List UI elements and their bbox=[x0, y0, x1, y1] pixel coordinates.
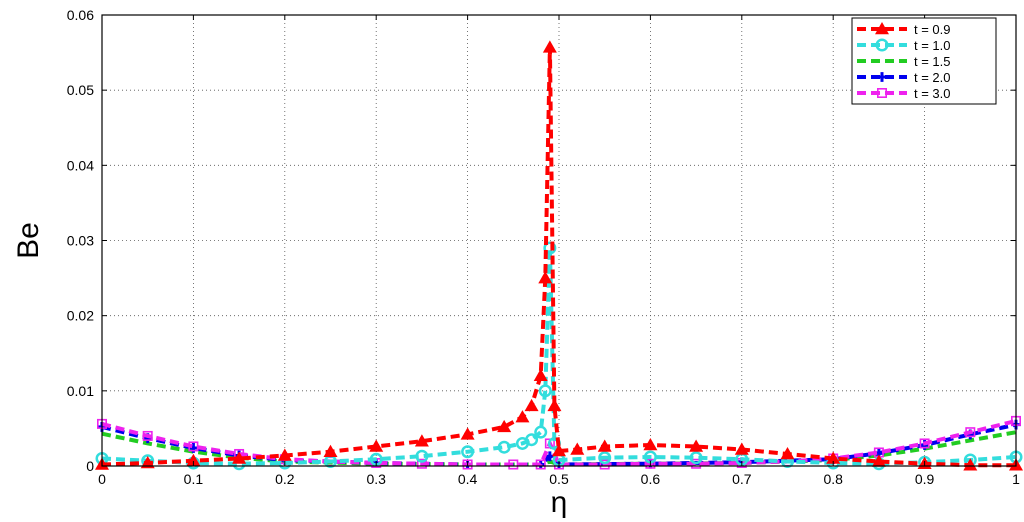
triangle-marker bbox=[552, 443, 566, 457]
triangle-marker bbox=[963, 458, 978, 471]
circle-marker bbox=[461, 445, 475, 459]
y-tick-label: 0.01 bbox=[67, 383, 94, 399]
x-tick-label: 0.8 bbox=[823, 471, 843, 487]
plus-marker bbox=[544, 451, 555, 462]
series-line bbox=[101, 430, 1017, 467]
triangle-marker bbox=[597, 439, 612, 452]
y-tick-label: 0.05 bbox=[67, 82, 94, 98]
series-line bbox=[101, 47, 1016, 468]
x-tick-label: 0.4 bbox=[458, 471, 478, 487]
grid-lines bbox=[102, 15, 1016, 466]
triangle-marker bbox=[547, 398, 562, 412]
legend-label: t = 1.5 bbox=[914, 54, 951, 69]
x-tick-label: 0 bbox=[98, 471, 106, 487]
triangle-marker bbox=[140, 455, 155, 469]
circle-marker bbox=[415, 449, 429, 463]
triangle-marker bbox=[538, 271, 553, 284]
x-tick-label: 0.7 bbox=[732, 471, 752, 487]
x-tick-label: 1 bbox=[1012, 471, 1020, 487]
x-tick-label: 0.5 bbox=[549, 471, 569, 487]
square-marker bbox=[535, 459, 546, 470]
square-marker bbox=[599, 459, 610, 470]
square-marker bbox=[416, 458, 427, 469]
square-marker bbox=[876, 88, 887, 99]
plus-marker bbox=[877, 72, 887, 82]
square-marker bbox=[691, 458, 702, 469]
legend-entry: t = 0.9 bbox=[857, 22, 951, 37]
legend-label: t = 2.0 bbox=[914, 70, 951, 85]
y-tick-label: 0.03 bbox=[67, 233, 94, 249]
x-tick-label: 0.1 bbox=[184, 471, 204, 487]
axis-ticks: 0 0.1 0.2 0.3 0.4 0.5 0.6 0.7 0.8 0.9 1 0 0.01 0.02 0.… bbox=[67, 7, 1020, 487]
legend: t = 0.9t = 1.0t = 1.5t = 2.0t = 3.0 bbox=[851, 17, 997, 105]
triangle-marker bbox=[689, 439, 704, 452]
triangle-marker bbox=[875, 22, 889, 35]
legend-entry: t = 1.5 bbox=[857, 54, 951, 69]
triangle-marker bbox=[734, 442, 749, 455]
triangle-marker bbox=[826, 451, 841, 464]
triangle-marker bbox=[542, 40, 557, 53]
triangle-marker bbox=[524, 398, 539, 412]
y-axis-label: Be bbox=[12, 222, 45, 259]
square-marker bbox=[965, 427, 976, 438]
legend-label: t = 3.0 bbox=[914, 86, 951, 101]
square-marker bbox=[188, 441, 199, 452]
legend-label: t = 1.0 bbox=[914, 38, 951, 53]
legend-entry: t = 3.0 bbox=[857, 86, 951, 101]
triangle-marker bbox=[369, 439, 384, 452]
triangle-marker bbox=[186, 453, 201, 466]
circle-marker bbox=[875, 38, 889, 52]
triangle-marker bbox=[232, 451, 247, 464]
triangle-marker bbox=[570, 442, 585, 455]
series-line bbox=[101, 247, 1017, 466]
x-tick-label: 0.6 bbox=[641, 471, 661, 487]
y-tick-label: 0 bbox=[86, 458, 94, 474]
square-marker bbox=[462, 459, 473, 470]
triangle-marker bbox=[515, 410, 530, 423]
square-marker bbox=[508, 459, 519, 470]
triangle-marker bbox=[323, 444, 338, 457]
x-axis-label: η bbox=[551, 486, 568, 519]
circle-marker bbox=[525, 433, 539, 447]
circle-marker bbox=[497, 440, 511, 454]
triangle-marker bbox=[277, 448, 292, 461]
square-marker bbox=[142, 430, 153, 441]
x-tick-label: 0.3 bbox=[366, 471, 386, 487]
circle-marker bbox=[689, 451, 703, 465]
circle-marker bbox=[598, 451, 612, 465]
y-tick-label: 0.02 bbox=[67, 308, 94, 324]
triangle-marker bbox=[460, 427, 475, 440]
triangle-marker bbox=[643, 437, 658, 451]
triangle-marker bbox=[780, 446, 795, 460]
square-marker bbox=[645, 458, 656, 469]
circle-marker bbox=[543, 241, 557, 255]
square-marker bbox=[919, 438, 930, 449]
triangle-marker bbox=[497, 419, 512, 433]
y-tick-label: 0.06 bbox=[67, 7, 94, 23]
legend-entry: t = 1.0 bbox=[857, 38, 951, 53]
circle-marker bbox=[538, 384, 552, 398]
circle-marker bbox=[534, 425, 548, 439]
series-2 bbox=[101, 430, 1017, 467]
triangle-marker bbox=[533, 368, 548, 382]
legend-label: t = 0.9 bbox=[914, 22, 951, 37]
triangle-marker bbox=[871, 454, 886, 467]
x-tick-label: 0.9 bbox=[915, 471, 935, 487]
x-tick-label: 0.2 bbox=[275, 471, 295, 487]
triangle-marker bbox=[414, 434, 429, 447]
y-tick-label: 0.04 bbox=[67, 157, 94, 173]
legend-entry: t = 2.0 bbox=[857, 70, 951, 85]
